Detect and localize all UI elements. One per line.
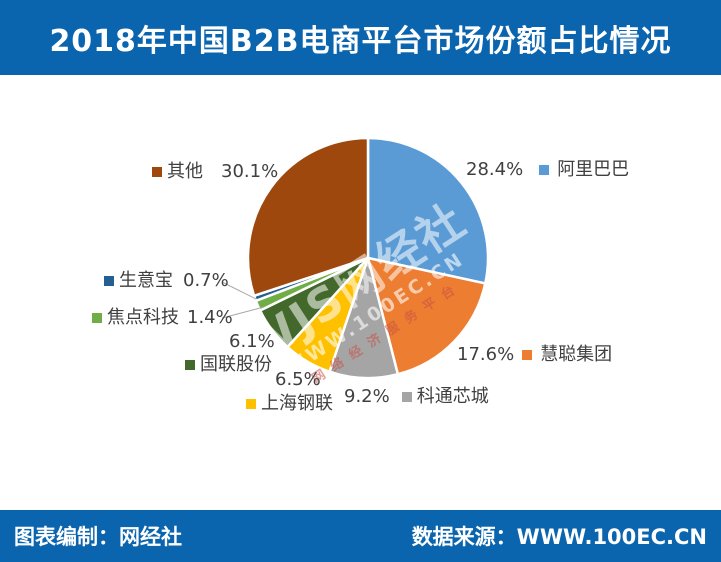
slice-value-shengyibao: 0.7%: [183, 270, 229, 291]
slice-name-qita: 其他: [167, 161, 203, 182]
label-shanghai-value: 6.5%: [275, 371, 321, 389]
slice-name-jiaodian: 焦点科技: [107, 307, 179, 328]
pie-slice-其他: [246, 136, 370, 298]
footer-source: 数据来源：WWW.100EC.CN: [411, 525, 707, 549]
header-bar: 2018年中国B2B电商平台市场份额占比情况: [0, 0, 721, 75]
label-alibaba: 28.4% 阿里巴巴: [466, 161, 629, 179]
legend-swatch-shengyibao: [104, 276, 114, 286]
slice-value-jiaodian: 1.4%: [187, 307, 233, 328]
label-jiaodian: 焦点科技 1.4%: [92, 309, 233, 327]
label-shengyibao: 生意宝 0.7%: [104, 272, 229, 290]
label-huicong: 17.6% 慧聪集团: [457, 346, 612, 364]
slice-name-guolian: 国联股份: [200, 354, 272, 375]
legend-swatch-jiaodian: [92, 313, 102, 323]
legend-swatch-shanghai: [246, 399, 256, 409]
leader-line-焦点科技: [221, 306, 265, 319]
label-shanghai: 上海钢联: [246, 395, 333, 413]
slice-name-shengyibao: 生意宝: [119, 270, 173, 291]
slice-value-kotong: 9.2%: [344, 386, 390, 407]
slice-name-kotong: 科通芯城: [416, 386, 489, 407]
label-qita: 其他 30.1%: [152, 163, 278, 181]
legend-swatch-huicong: [522, 350, 533, 360]
leader-line-生意宝: [221, 281, 257, 300]
label-kotong: 9.2% 科通芯城: [344, 388, 489, 406]
page-title: 2018年中国B2B电商平台市场份额占比情况: [49, 23, 672, 59]
slice-value-huicong: 17.6%: [457, 344, 515, 365]
slice-value-qita: 30.1%: [221, 161, 279, 182]
slice-value-alibaba: 28.4%: [466, 159, 524, 180]
slice-name-huicong: 慧聪集团: [540, 344, 613, 365]
legend-swatch-alibaba: [539, 165, 550, 175]
legend-swatch-kotong: [401, 392, 412, 402]
label-guolian: 国联股份: [185, 356, 272, 374]
legend-swatch-guolian: [185, 360, 195, 370]
pie-slice-阿里巴巴: [366, 136, 490, 285]
slice-value-shanghai: 6.5%: [275, 369, 321, 390]
pie-slice-慧聪集团: [366, 256, 487, 376]
legend-swatch-qita: [152, 167, 162, 177]
footer-credit: 图表编制：网经社: [14, 525, 182, 549]
pie-chart: [221, 136, 490, 380]
slice-name-alibaba: 阿里巴巴: [557, 159, 630, 180]
slice-value-guolian: 6.1%: [229, 331, 275, 352]
slice-name-shanghai: 上海钢联: [261, 393, 333, 414]
label-guolian-value: 6.1%: [229, 333, 275, 351]
footer-bar: 图表编制：网经社 数据来源：WWW.100EC.CN: [0, 510, 721, 562]
